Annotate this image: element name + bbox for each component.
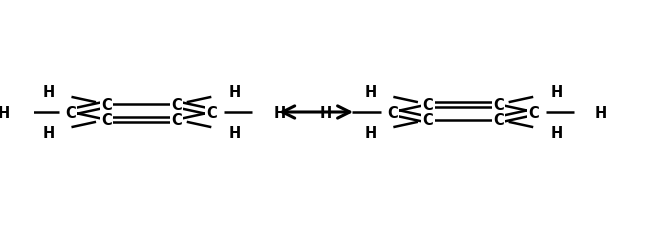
- Text: C: C: [493, 113, 504, 128]
- Text: C: C: [528, 105, 539, 120]
- Text: C: C: [207, 105, 217, 120]
- Text: H: H: [364, 85, 376, 100]
- Text: H: H: [550, 85, 562, 100]
- Text: C: C: [422, 97, 434, 112]
- Text: C: C: [422, 113, 434, 128]
- Text: H: H: [42, 85, 55, 100]
- Text: H: H: [550, 125, 562, 140]
- Text: H: H: [319, 105, 332, 120]
- Text: C: C: [171, 97, 182, 112]
- Text: C: C: [171, 113, 182, 128]
- Text: C: C: [387, 105, 398, 120]
- Text: H: H: [42, 125, 55, 140]
- Text: C: C: [101, 97, 112, 112]
- Text: H: H: [228, 125, 240, 140]
- Text: H: H: [0, 105, 10, 120]
- Text: H: H: [364, 125, 376, 140]
- Text: H: H: [273, 105, 285, 120]
- Text: H: H: [595, 105, 607, 120]
- Text: C: C: [66, 105, 76, 120]
- Text: C: C: [493, 97, 504, 112]
- Text: C: C: [101, 113, 112, 128]
- Text: H: H: [228, 85, 240, 100]
